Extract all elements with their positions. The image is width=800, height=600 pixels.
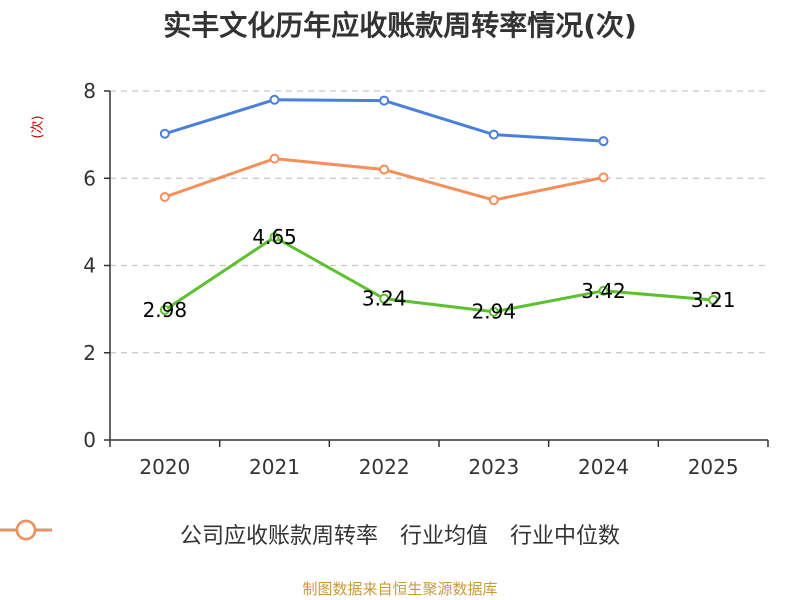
y-tick-label: 8 xyxy=(83,79,96,103)
data-point xyxy=(159,128,170,139)
data-label: 3.42 xyxy=(581,279,626,303)
series-line xyxy=(164,235,714,314)
y-tick-label: 6 xyxy=(83,166,96,190)
data-point xyxy=(598,172,609,183)
x-tick-label: 2025 xyxy=(688,455,739,479)
data-point xyxy=(598,136,609,147)
x-tick-label: 2022 xyxy=(359,455,410,479)
legend-swatch-industry-median xyxy=(0,519,52,541)
data-point xyxy=(488,195,499,206)
y-tick-label: 4 xyxy=(83,254,96,278)
x-tick-label: 2023 xyxy=(468,455,519,479)
data-point xyxy=(379,95,390,106)
legend-item-industry-median[interactable]: 行业中位数 xyxy=(0,518,621,550)
data-point xyxy=(598,285,609,296)
data-point xyxy=(159,192,170,203)
data-label: 3.24 xyxy=(362,287,407,311)
x-tick-label: 2020 xyxy=(139,455,190,479)
chart-title: 实丰文化历年应收账款周转率情况(次) xyxy=(163,9,637,42)
legend-label-company: 公司应收账款周转率 xyxy=(179,524,378,549)
data-label: 2.94 xyxy=(472,300,517,324)
data-label: 2.98 xyxy=(143,298,188,322)
y-tick-label: 0 xyxy=(83,428,96,452)
data-point xyxy=(269,153,280,164)
data-point xyxy=(379,164,390,175)
data-point xyxy=(269,94,280,105)
data-point xyxy=(708,294,719,305)
data-point xyxy=(488,129,499,140)
data-label: 4.65 xyxy=(252,225,297,249)
legend-item-industry-mean[interactable]: 行业均值 xyxy=(0,518,488,550)
data-label: 3.21 xyxy=(691,288,736,312)
source-note: 制图数据来自恒生聚源数据库 xyxy=(302,580,498,598)
legend-item-company[interactable]: 公司应收账款周转率 xyxy=(0,518,378,550)
x-tick-label: 2021 xyxy=(249,455,300,479)
legend-label-industry-median: 行业中位数 xyxy=(510,524,621,549)
legend: 公司应收账款周转率 行业均值 行业中位数 xyxy=(0,518,800,550)
series-line xyxy=(164,98,604,143)
y-tick-label: 2 xyxy=(83,341,96,365)
data-point xyxy=(269,232,280,243)
legend-label-industry-mean: 行业均值 xyxy=(399,524,488,549)
data-point xyxy=(159,304,170,315)
x-tick-label: 2024 xyxy=(578,455,629,479)
data-point xyxy=(488,306,499,317)
data-point xyxy=(379,293,390,304)
